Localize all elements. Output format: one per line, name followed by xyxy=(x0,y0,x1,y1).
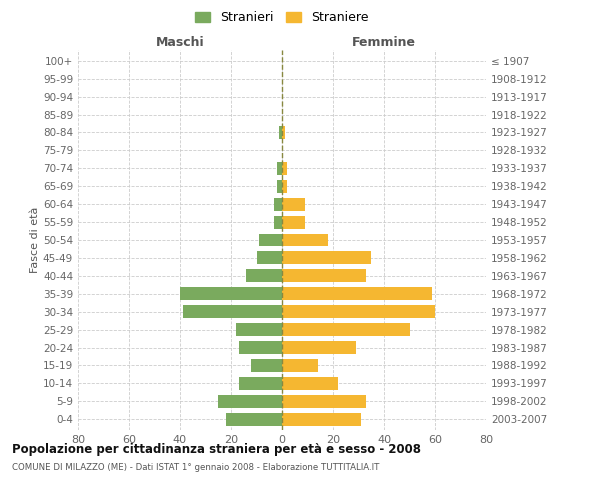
Bar xyxy=(180,288,282,300)
Bar xyxy=(226,413,282,426)
Bar xyxy=(282,216,305,228)
Bar xyxy=(282,270,366,282)
Bar xyxy=(282,198,305,210)
Bar xyxy=(282,288,433,300)
Text: Femmine: Femmine xyxy=(352,36,416,49)
Bar xyxy=(277,180,282,192)
Bar xyxy=(218,395,282,408)
Text: COMUNE DI MILAZZO (ME) - Dati ISTAT 1° gennaio 2008 - Elaborazione TUTTITALIA.IT: COMUNE DI MILAZZO (ME) - Dati ISTAT 1° g… xyxy=(12,462,379,471)
Bar xyxy=(282,252,371,264)
Bar xyxy=(282,323,410,336)
Legend: Stranieri, Straniere: Stranieri, Straniere xyxy=(190,6,374,29)
Bar xyxy=(282,395,366,408)
Bar xyxy=(282,126,284,139)
Bar xyxy=(282,413,361,426)
Bar xyxy=(259,234,282,246)
Bar xyxy=(282,234,328,246)
Bar xyxy=(236,323,282,336)
Bar xyxy=(282,359,318,372)
Bar xyxy=(274,216,282,228)
Bar xyxy=(239,341,282,354)
Bar xyxy=(251,359,282,372)
Y-axis label: Fasce di età: Fasce di età xyxy=(30,207,40,273)
Bar xyxy=(282,305,435,318)
Bar xyxy=(182,305,282,318)
Text: Maschi: Maschi xyxy=(155,36,205,49)
Bar xyxy=(282,162,287,175)
Bar xyxy=(277,162,282,175)
Bar xyxy=(282,341,356,354)
Bar xyxy=(280,126,282,139)
Bar xyxy=(282,180,287,192)
Bar xyxy=(282,377,338,390)
Bar xyxy=(239,377,282,390)
Bar xyxy=(257,252,282,264)
Bar xyxy=(247,270,282,282)
Bar xyxy=(274,198,282,210)
Text: Popolazione per cittadinanza straniera per età e sesso - 2008: Popolazione per cittadinanza straniera p… xyxy=(12,442,421,456)
